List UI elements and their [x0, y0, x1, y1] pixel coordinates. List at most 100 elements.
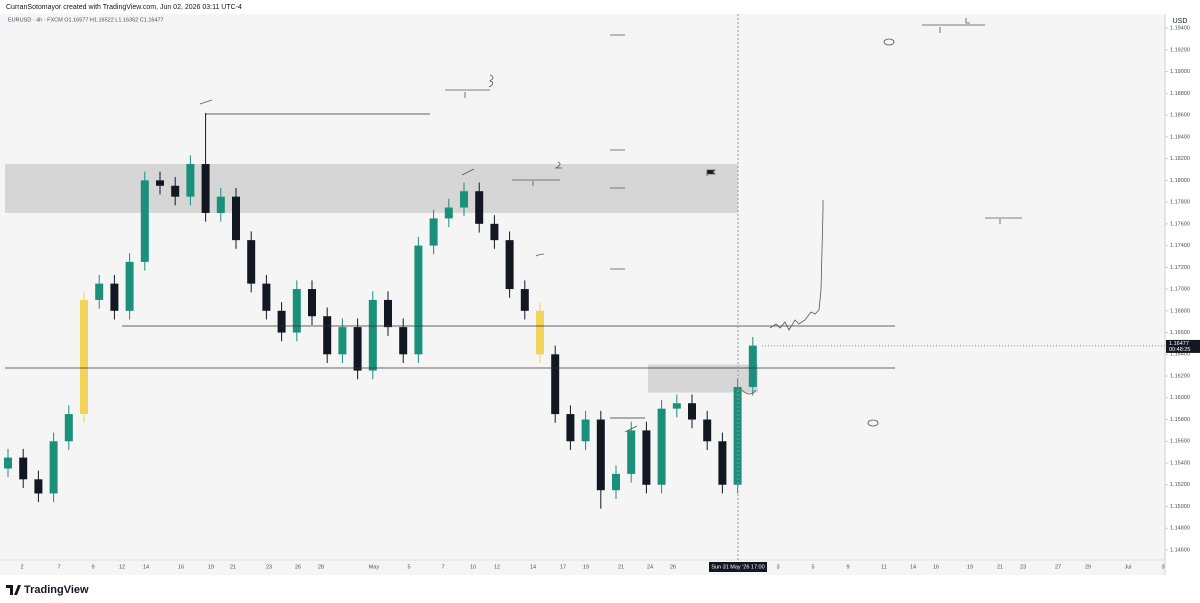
candle-body — [657, 408, 666, 485]
y-tick-label: 1.15800 — [1170, 417, 1190, 423]
candle-body — [262, 283, 271, 311]
candle-body — [95, 283, 104, 300]
candle-body — [444, 207, 453, 219]
x-tick-label: 29 — [1085, 564, 1091, 570]
candle-body — [80, 299, 88, 415]
x-tick-label: 3 — [776, 564, 779, 570]
candle-body — [596, 419, 605, 491]
crosshair-label: Sun 31 May '26 17:00 — [711, 564, 764, 570]
crosshair-box — [709, 562, 767, 572]
y-tick-label: 1.18800 — [1170, 91, 1190, 97]
candle-body — [505, 240, 514, 290]
candle-body — [718, 441, 727, 485]
plot-background — [0, 14, 1165, 575]
x-tick-label: 21 — [997, 564, 1003, 570]
candle-body — [566, 414, 575, 442]
x-tick-label: 21 — [618, 564, 624, 570]
candle-body — [4, 457, 12, 469]
y-tick-label: 1.18600 — [1170, 113, 1190, 119]
y-tick-label: 1.18200 — [1170, 156, 1190, 162]
x-tick-label: 14 — [910, 564, 916, 570]
x-tick-label: 10 — [470, 564, 476, 570]
y-tick-label: 1.17800 — [1170, 200, 1190, 206]
y-tick-label: 1.16000 — [1170, 395, 1190, 401]
candle-body — [353, 327, 362, 371]
y-tick-label: 1.15200 — [1170, 482, 1190, 488]
candle-body — [642, 430, 651, 485]
x-tick-label: 12 — [494, 564, 500, 570]
x-tick-label: 19 — [967, 564, 973, 570]
x-tick-label: 12 — [119, 564, 125, 570]
x-tick-label: 19 — [583, 564, 589, 570]
candle-body — [627, 430, 636, 474]
logo: TradingView — [6, 584, 89, 596]
x-tick-label: May — [369, 564, 380, 570]
y-tick-label: 1.17400 — [1170, 243, 1190, 249]
x-tick-label: 21 — [230, 564, 236, 570]
candle-body — [688, 403, 696, 420]
candle-body — [64, 414, 73, 442]
candle-body — [19, 457, 28, 480]
candle-body — [414, 245, 423, 355]
x-tick-label: 23 — [1020, 564, 1026, 570]
zone — [5, 164, 738, 213]
countdown: 00:48:25 — [1169, 347, 1190, 353]
candle-body — [703, 419, 712, 442]
last-price-box — [1166, 339, 1200, 353]
x-tick-label: 2 — [20, 564, 23, 570]
currency: USD — [1173, 18, 1188, 25]
candle-body — [551, 354, 560, 415]
candle-body — [171, 185, 180, 197]
candle-body — [581, 419, 590, 442]
x-tick-label: 19 — [208, 564, 214, 570]
last-price-label: 1.16477 — [1169, 341, 1189, 347]
y-tick-label: 1.19000 — [1170, 69, 1190, 75]
y-tick-label: 1.19400 — [1170, 26, 1190, 32]
x-tick-label: 16 — [178, 564, 184, 570]
candle-body — [323, 316, 332, 355]
x-tick-label: Jul — [1124, 564, 1131, 570]
y-tick-label: 1.18000 — [1170, 178, 1190, 184]
candle-body — [399, 327, 408, 355]
x-tick-label: 14 — [530, 564, 536, 570]
candle-body — [612, 473, 620, 491]
candle-body — [460, 191, 468, 208]
x-tick-label: 3 — [1161, 564, 1164, 570]
x-tick-label: 26 — [670, 564, 676, 570]
x-tick-label: 5 — [811, 564, 814, 570]
y-tick-label: 1.18400 — [1170, 134, 1190, 140]
y-tick-label: 1.17600 — [1170, 221, 1190, 227]
annotations — [5, 18, 1022, 433]
x-tick-label: 7 — [57, 564, 60, 570]
candle-body — [49, 441, 58, 494]
candle-body — [186, 164, 195, 197]
x-tick-label: 9 — [91, 564, 94, 570]
candle-body — [247, 240, 256, 284]
candle-body — [338, 327, 347, 355]
x-tick-label: 11 — [881, 564, 887, 570]
x-tick-label: 7 — [441, 564, 444, 570]
candle-body — [520, 289, 529, 311]
candle-body — [201, 164, 210, 213]
symbol-line: EURUSD · 4h · FXCM O1.16577 H1.16522 L1.… — [8, 17, 164, 23]
candle-body — [490, 223, 499, 241]
y-tick-label: 1.15600 — [1170, 439, 1190, 445]
y-tick-label: 1.14600 — [1170, 547, 1190, 553]
x-tick-label: 9 — [846, 564, 849, 570]
candle-body — [748, 345, 757, 387]
x-tick-label: 26 — [295, 564, 301, 570]
x-tick-label: 23 — [266, 564, 272, 570]
y-tick-label: 1.16800 — [1170, 308, 1190, 314]
y-tick-label: 1.16600 — [1170, 330, 1190, 336]
y-tick-label: 1.15000 — [1170, 504, 1190, 510]
logo-text: TradingView — [24, 584, 89, 596]
y-tick-label: 1.16400 — [1170, 352, 1190, 358]
candle-body — [216, 196, 225, 213]
y-tick-label: 1.15400 — [1170, 460, 1190, 466]
y-tick-label: 1.17000 — [1170, 287, 1190, 293]
candle-body — [308, 289, 316, 317]
author-line: CurranSotomayor created with TradingView… — [6, 4, 242, 11]
x-tick-label: 24 — [647, 564, 653, 570]
candle-body — [110, 283, 119, 311]
